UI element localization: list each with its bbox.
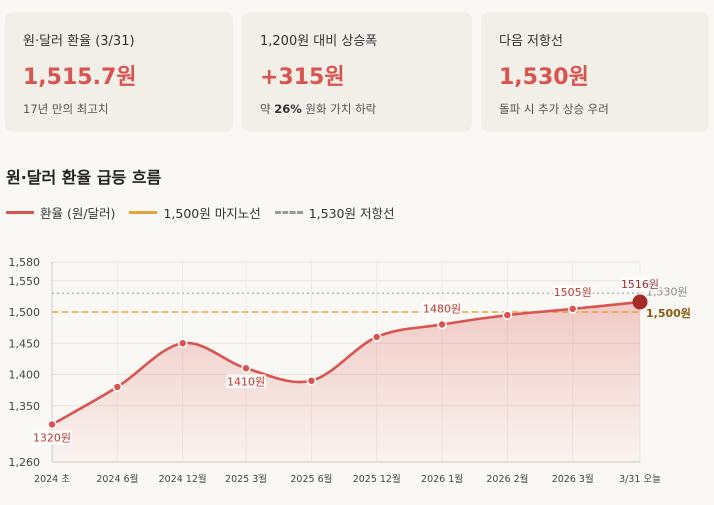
increase-card-note: 약 26% 원화 가치 하락 bbox=[260, 101, 454, 117]
y-tick-label: 1,260 bbox=[9, 456, 41, 469]
increase-note-prefix: 약 bbox=[260, 102, 275, 116]
legend-item-1500: 1,500원 마지노선 bbox=[129, 203, 261, 222]
y-tick-label: 1,500 bbox=[9, 306, 41, 319]
legend-label-1500: 1,500원 마지노선 bbox=[163, 206, 261, 221]
rate-series-line bbox=[51, 300, 641, 426]
rate-point bbox=[371, 332, 382, 342]
legend-swatch-rate bbox=[6, 211, 34, 214]
resistance-card: 다음 저항선 1,530원 돌파 시 추가 상승 우려 bbox=[481, 12, 709, 132]
data-label-bg bbox=[32, 430, 72, 445]
rate-card: 원·달러 환율 (3/31) 1,515.7원 17년 만의 최고치 bbox=[5, 12, 233, 132]
y-tick-label: 1,550 bbox=[9, 275, 41, 288]
y-tick-label: 1,450 bbox=[9, 337, 41, 350]
rate-point bbox=[112, 382, 123, 392]
rate-point bbox=[306, 376, 317, 386]
data-label: 1410원 bbox=[227, 375, 265, 388]
x-tick-label: 2024 12월 bbox=[159, 473, 207, 485]
x-tick-label: 2024 6월 bbox=[96, 473, 138, 485]
rate-line-chart: 1,260 1,350 1,400 1,450 1,500 1,550 1,580 2024 … bbox=[9, 256, 691, 485]
rate-area-fill bbox=[52, 302, 640, 462]
x-tick-label: 2026 3월 bbox=[552, 473, 594, 485]
x-tick-label: 2024 초 bbox=[34, 474, 70, 485]
resistance-card-value: 1,530원 bbox=[499, 65, 589, 90]
rate-point bbox=[241, 363, 251, 373]
rate-card-label: 원·달러 환율 (3/31) bbox=[23, 34, 135, 49]
rate-point bbox=[177, 338, 188, 348]
increase-card: 1,200원 대비 상승폭 +315원 약 26% 원화 가치 하락 bbox=[242, 12, 472, 132]
increase-note-percent: 26% bbox=[274, 102, 302, 116]
legend-item-1530: 1,530원 저항선 bbox=[274, 203, 395, 222]
rate-point bbox=[47, 419, 57, 430]
y-tick-label: 1,400 bbox=[9, 369, 41, 382]
x-tick-label: 3/31 오늘 bbox=[619, 474, 661, 485]
legend-swatch-1500 bbox=[129, 211, 158, 214]
legend-label-1530: 1,530원 저항선 bbox=[308, 206, 395, 221]
x-tick-label: 2025 3월 bbox=[225, 473, 267, 485]
data-label: 1320원 bbox=[33, 432, 71, 445]
chart-title: 원·달러 환율 급등 흐름 bbox=[6, 168, 162, 187]
x-tick-label: 2025 6월 bbox=[290, 473, 332, 485]
data-label: 1480원 bbox=[423, 303, 461, 316]
legend-item-rate: 환율 (원/달러) bbox=[6, 203, 115, 222]
data-label-bg bbox=[620, 277, 660, 291]
rate-point-current bbox=[632, 294, 648, 310]
reference-label-1500: 1,500원 bbox=[646, 306, 691, 320]
rate-card-value: 1,515.7원 bbox=[23, 65, 137, 90]
x-tick-label: 2026 2월 bbox=[486, 473, 528, 485]
rate-point bbox=[567, 304, 578, 314]
data-label: 1516원 bbox=[621, 278, 659, 291]
legend-swatch-1530 bbox=[274, 211, 303, 214]
rate-point bbox=[502, 310, 513, 320]
x-tick-label: 2025 12월 bbox=[353, 473, 401, 485]
data-label: 1505원 bbox=[554, 286, 592, 299]
chart-legend: 환율 (원/달러) 1,500원 마지노선 1,530원 저항선 bbox=[6, 203, 408, 222]
y-tick-label: 1,580 bbox=[9, 256, 41, 269]
increase-card-label: 1,200원 대비 상승폭 bbox=[260, 34, 378, 49]
y-tick-label: 1,350 bbox=[9, 400, 41, 413]
increase-card-value: +315원 bbox=[260, 65, 345, 90]
data-label-bg bbox=[552, 284, 593, 299]
resistance-card-note: 돌파 시 추가 상승 우려 bbox=[499, 102, 609, 116]
rate-card-note: 17년 만의 최고치 bbox=[23, 102, 109, 116]
data-label-bg bbox=[422, 301, 463, 316]
legend-label-rate: 환율 (원/달러) bbox=[40, 206, 116, 221]
data-label-bg bbox=[226, 374, 267, 389]
x-tick-label: 2026 1월 bbox=[421, 473, 463, 485]
increase-note-suffix: 원화 가치 하락 bbox=[301, 102, 377, 116]
resistance-card-label: 다음 저항선 bbox=[499, 34, 563, 49]
rate-point bbox=[437, 319, 447, 330]
